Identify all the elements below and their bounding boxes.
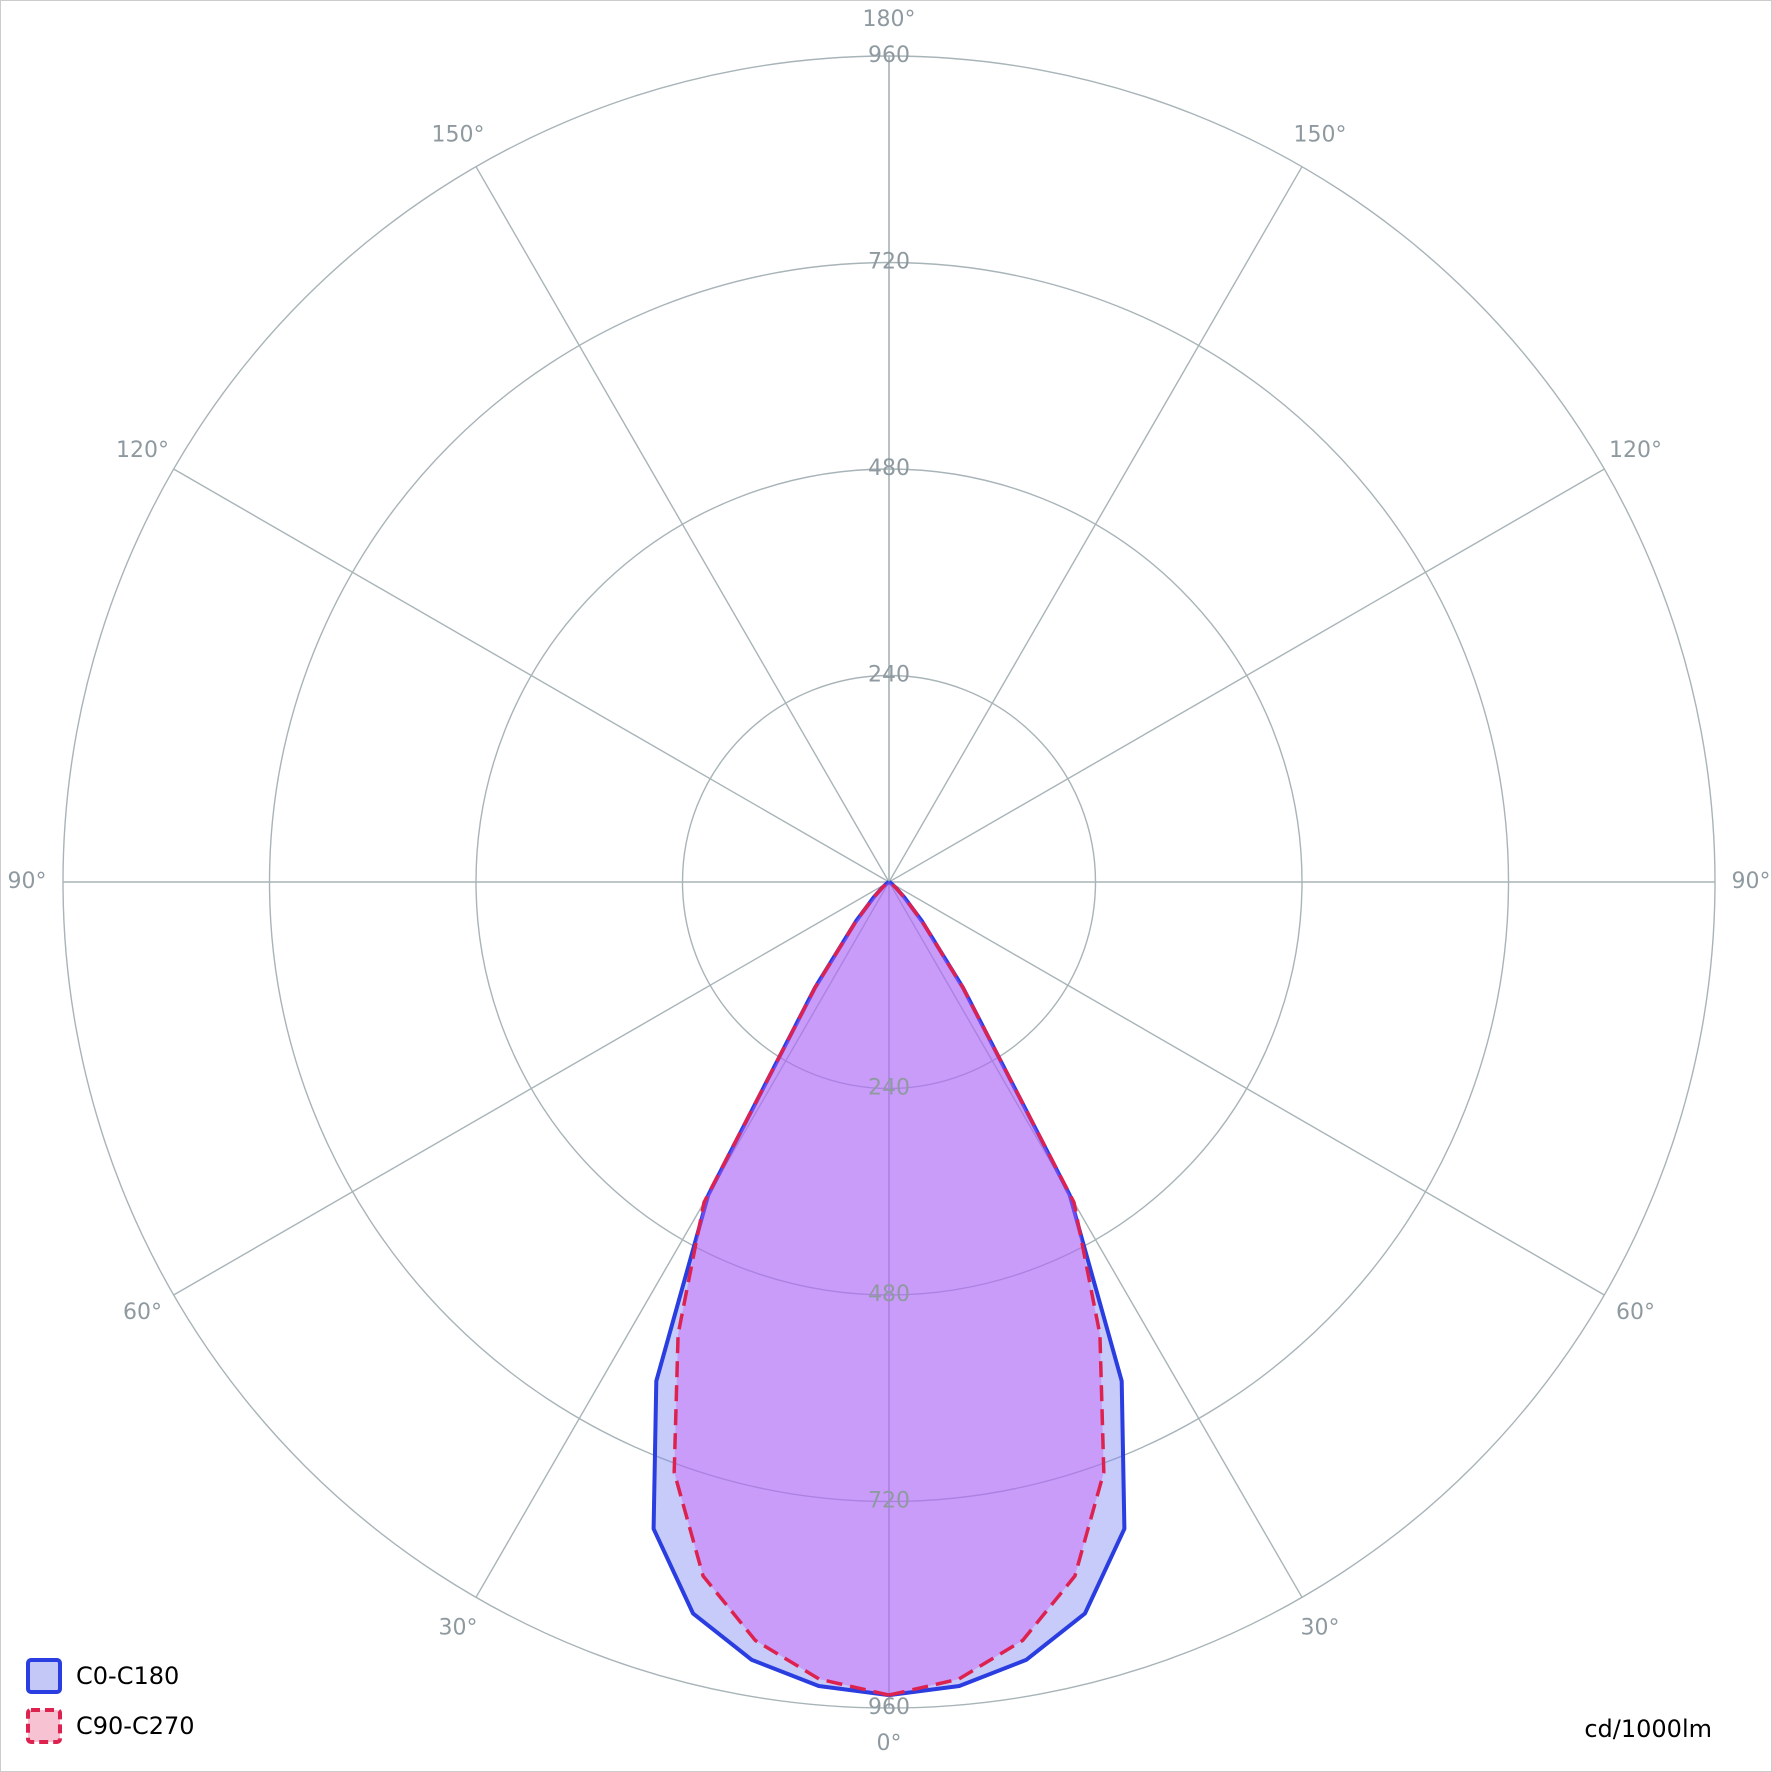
grid: [62, 55, 1716, 1709]
intensity-area: [653, 882, 889, 1696]
r-tick-label: 720: [868, 1489, 910, 1514]
unit-label: cd/1000lm: [1584, 1715, 1712, 1743]
grid-spoke: [888, 881, 1605, 1296]
angle-label: 180°: [863, 7, 916, 32]
grid-spoke: [888, 166, 1303, 883]
labels: 0° 30° 30° 60° 60° 90° 90° 120° 120° 150° 150° 180°…: [8, 7, 1771, 1756]
angle-label: 60°: [123, 1300, 162, 1325]
angle-label: 30°: [439, 1616, 478, 1641]
angle-label: 120°: [116, 438, 169, 463]
grid-spoke: [888, 881, 1303, 1598]
angle-label: 120°: [1609, 438, 1662, 463]
r-tick-label: 240: [868, 663, 910, 688]
angle-label: 30°: [1301, 1616, 1340, 1641]
grid-spoke: [475, 881, 890, 1598]
angle-label: 90°: [1732, 869, 1771, 894]
r-tick-label: 720: [868, 250, 910, 275]
r-tick-label: 960: [868, 43, 910, 68]
r-tick-label: 240: [868, 1076, 910, 1101]
r-tick-label: 960: [868, 1695, 910, 1720]
angle-label: 90°: [8, 869, 47, 894]
legend-swatch: [26, 1708, 62, 1744]
intensity-area: [674, 882, 889, 1696]
legend-label: C90-C270: [76, 1712, 195, 1740]
angle-label: 150°: [432, 122, 485, 147]
plot: [651, 880, 1127, 1698]
intensity-area: [889, 882, 1104, 1696]
grid-spoke: [888, 468, 1605, 883]
r-tick-label: 480: [868, 1282, 910, 1307]
grid-spoke: [173, 468, 890, 883]
angle-label: 150°: [1294, 122, 1347, 147]
intensity-curve: [672, 880, 890, 1697]
legend-swatch: [26, 1658, 62, 1694]
intensity-area: [889, 882, 1125, 1696]
r-tick-label: 480: [868, 456, 910, 481]
angle-label: 60°: [1616, 1300, 1655, 1325]
intensity-curve: [888, 880, 1106, 1697]
legend-label: C0-C180: [76, 1662, 179, 1690]
grid-spoke: [173, 881, 890, 1296]
grid-spoke: [475, 166, 890, 883]
angle-label: 0°: [877, 1731, 902, 1756]
